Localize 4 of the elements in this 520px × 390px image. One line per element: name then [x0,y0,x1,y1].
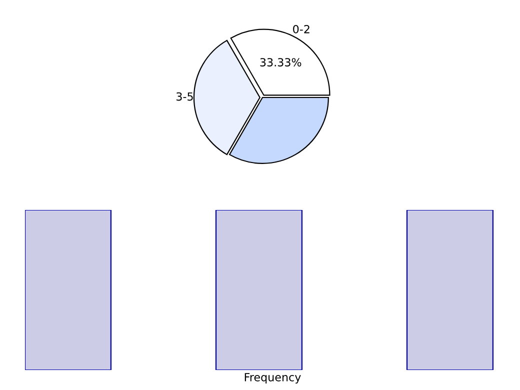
data-label: 33.33% [260,58,302,66]
x-axis-title: Frequency [244,373,301,384]
slice-label: 3-5 [176,92,193,101]
slice-label: 0-2 [293,24,310,34]
